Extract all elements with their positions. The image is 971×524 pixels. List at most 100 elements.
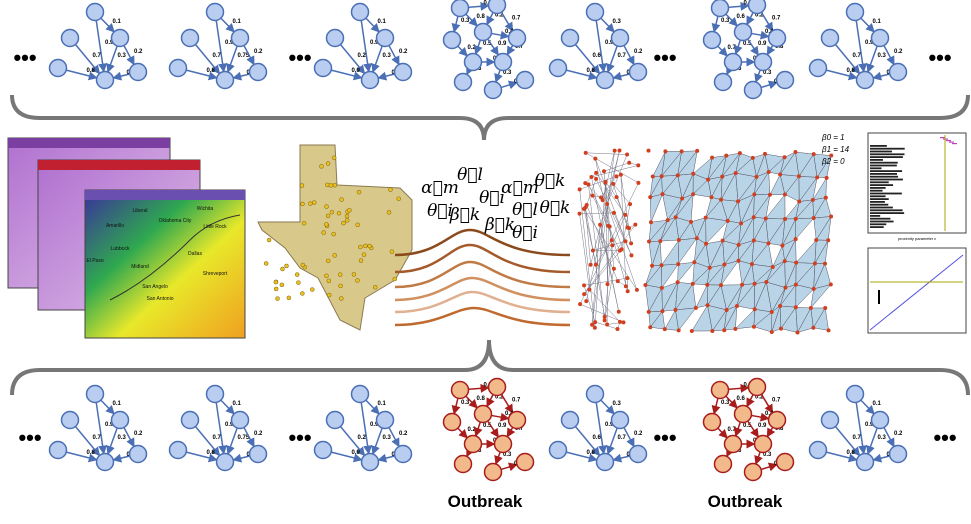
- edge: [733, 422, 743, 437]
- axis-label: proximity parameter ε: [898, 236, 936, 241]
- edge: [595, 402, 608, 455]
- vertex: [593, 262, 598, 267]
- edge-weight: 0.7: [618, 435, 627, 441]
- node: [870, 410, 890, 430]
- city-label: Shreveport: [203, 271, 228, 277]
- station-dot: [310, 287, 315, 292]
- vertex: [725, 218, 730, 223]
- link: [620, 174, 627, 287]
- ellipsis: •••: [928, 45, 951, 70]
- vertex: [826, 328, 831, 333]
- vertex: [782, 192, 787, 197]
- vertex: [752, 192, 757, 197]
- edge-weight: 0.3: [878, 53, 887, 59]
- edge: [575, 44, 601, 75]
- barcode-bar: [870, 212, 905, 214]
- station-dot: [301, 220, 307, 226]
- station-dot: [280, 266, 285, 272]
- node: [483, 462, 503, 482]
- node: [767, 28, 787, 48]
- vertex: [584, 202, 589, 207]
- edge-weight: 0.4: [765, 411, 774, 417]
- link: [609, 226, 628, 292]
- city-label: Oklahoma City: [159, 218, 192, 224]
- node: [507, 410, 527, 430]
- edge-weight: 0.7: [618, 53, 627, 59]
- edge-weight: 0.2: [495, 13, 504, 19]
- link: [579, 213, 590, 290]
- node: [493, 434, 513, 454]
- edge: [377, 453, 395, 463]
- station-dot: [344, 218, 350, 223]
- vertex: [704, 241, 709, 246]
- station-dot: [331, 231, 336, 237]
- edge: [377, 71, 395, 81]
- vertex: [610, 243, 615, 248]
- edge-weight: 0.8: [775, 44, 784, 50]
- ellipsis: •••: [288, 45, 311, 70]
- edge: [872, 71, 890, 81]
- node: [515, 452, 535, 472]
- vertex: [623, 284, 628, 289]
- barcode-bar: [870, 184, 894, 186]
- edge: [494, 452, 503, 465]
- node: [463, 52, 483, 72]
- symbol: θ⃗k: [535, 171, 566, 191]
- barcode-bar: [870, 147, 905, 150]
- edge-weight: 0.4: [765, 29, 774, 35]
- station-dot: [321, 230, 326, 235]
- vertex: [676, 238, 681, 243]
- edge: [860, 17, 875, 33]
- edge: [733, 40, 743, 55]
- station-dot: [311, 200, 317, 205]
- vertex: [614, 174, 619, 179]
- vertex: [823, 195, 828, 200]
- simplex: [677, 237, 698, 265]
- simplex: [649, 193, 663, 223]
- city-label: Amarillo: [106, 223, 124, 229]
- node: [733, 22, 753, 42]
- edge: [566, 451, 598, 463]
- edge: [331, 451, 363, 463]
- vertex: [720, 238, 725, 243]
- edge-weight: 0.2: [894, 49, 903, 55]
- edge: [566, 69, 598, 81]
- vertex: [625, 289, 630, 294]
- vertex: [823, 261, 828, 266]
- vertex: [617, 319, 622, 324]
- vertex: [593, 320, 598, 325]
- vertex: [690, 281, 695, 286]
- edge: [466, 65, 475, 76]
- vertex: [829, 214, 834, 219]
- node: [855, 70, 875, 90]
- vertex: [676, 328, 681, 333]
- node: [325, 28, 345, 48]
- station-dot: [355, 278, 360, 283]
- edge: [186, 451, 218, 463]
- vertex: [705, 303, 710, 308]
- vertex: [602, 318, 607, 323]
- node: [548, 58, 568, 78]
- edge: [754, 70, 763, 83]
- barcode-bar: [870, 223, 887, 226]
- station-dot: [372, 284, 378, 290]
- edge-weight: 0.2: [358, 53, 367, 59]
- vertex: [769, 330, 774, 335]
- vertex: [811, 152, 816, 157]
- node: [180, 28, 200, 48]
- edge: [100, 399, 115, 415]
- node: [168, 58, 188, 78]
- edge-weight: 0.8: [207, 450, 216, 456]
- simplex: [734, 308, 755, 330]
- station-dot: [396, 196, 401, 201]
- node: [60, 410, 80, 430]
- node: [48, 58, 68, 78]
- vertex: [770, 264, 775, 269]
- edge: [232, 71, 250, 81]
- edge-weight: 0.9: [758, 423, 767, 429]
- vertex: [739, 221, 744, 226]
- ellipsis: •••: [933, 425, 956, 450]
- edge-weight: 0.1: [113, 19, 122, 25]
- link: [583, 208, 597, 265]
- barcode-bar: [870, 220, 894, 223]
